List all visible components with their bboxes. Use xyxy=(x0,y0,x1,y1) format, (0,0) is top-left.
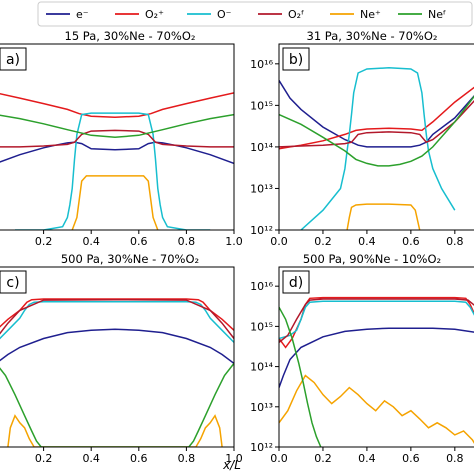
panels: 0.2 0.4 0.6 0.8 1.0 15 Pa, 30%Ne - 70%O₂ a) 0.0… xyxy=(0,29,474,465)
x-tick-label: 0.6 xyxy=(130,452,148,465)
y-tick-label: 10¹⁶ xyxy=(250,58,273,71)
series-line-Ne⁺ xyxy=(71,175,159,230)
x-tick-label: 0.4 xyxy=(82,452,100,465)
y-tick-label: 10¹⁶ xyxy=(250,280,273,293)
panel-title: 31 Pa, 30%Ne - 70%O₂ xyxy=(307,29,438,43)
panel-c: 0.2 0.4 0.6 0.8 1.0 500 Pa, 30%Ne - 70%O₂ c) xyxy=(0,252,243,465)
y-tick-label: 10¹⁵ xyxy=(250,320,273,333)
x-tick-label: 0.8 xyxy=(446,452,464,465)
legend-entry: e⁻ xyxy=(76,8,89,21)
series-line-Ne⁺ xyxy=(7,414,223,447)
series-line-Neᶠ xyxy=(0,113,234,139)
panel-label-box xyxy=(282,270,310,294)
x-tick-label: 1.0 xyxy=(225,452,243,465)
y-tick-label: 10¹² xyxy=(250,224,273,237)
x-tick-label: 0.0 xyxy=(270,452,288,465)
panel-label: c) xyxy=(6,275,19,291)
x-tick-label: 0.2 xyxy=(314,235,332,248)
legend-entry: O₂ᶠ xyxy=(288,8,304,21)
panel-frame xyxy=(0,266,235,448)
x-tick-label: 0.4 xyxy=(358,452,376,465)
y-tick-label: 10¹⁴ xyxy=(250,141,273,154)
series-line-O₂ᶠ xyxy=(0,129,234,148)
panel-title: 15 Pa, 30%Ne - 70%O₂ xyxy=(65,29,196,43)
series-group xyxy=(279,296,474,447)
panel-label-box xyxy=(282,47,310,71)
panel-frame xyxy=(278,43,474,231)
series-line-Neᶠ xyxy=(279,306,322,447)
legend-entry: O₂⁺ xyxy=(145,8,164,21)
y-tick-label: 10¹³ xyxy=(250,182,273,195)
x-tick-label: 0.4 xyxy=(82,235,100,248)
y-tick-label: 10¹⁴ xyxy=(250,361,273,374)
y-tick-label: 10¹² xyxy=(250,441,273,454)
x-tick-label: 0.2 xyxy=(35,235,53,248)
panel-label-box xyxy=(0,47,27,71)
legend-entry: Ne⁺ xyxy=(360,8,381,21)
series-line-O₂ᶠ xyxy=(279,100,474,148)
series-line-O⁻ xyxy=(279,300,474,340)
x-tick-label: 0.2 xyxy=(314,452,332,465)
series-line-O⁻ xyxy=(300,67,456,230)
legend-entry: Neᶠ xyxy=(428,8,446,21)
x-tick-label: 0.4 xyxy=(358,235,376,248)
series-group xyxy=(0,92,234,230)
panel-d: 0.0 0.2 0.4 0.6 0.8 10¹² 10¹³ 10¹⁴ 10¹⁵ 10¹⁶ 500 P… xyxy=(250,252,474,465)
panel-b: 0.0 0.2 0.4 0.6 0.8 10¹² 10¹³ 10¹⁴ 10¹⁵ 10¹⁶ 31 Pa… xyxy=(250,29,474,248)
series-line-e⁻ xyxy=(279,80,474,148)
series-line-Ne⁺ xyxy=(346,203,421,230)
panel-label: b) xyxy=(289,52,303,68)
legend-frame xyxy=(37,1,473,27)
panel-label: d) xyxy=(289,275,303,291)
x-tick-label: 0.2 xyxy=(35,452,53,465)
series-line-e⁻ xyxy=(0,141,234,165)
x-tick-label: 0.6 xyxy=(402,452,420,465)
series-line-O₂ᶠ xyxy=(0,298,234,339)
x-tick-label: 0.8 xyxy=(178,452,196,465)
series-group xyxy=(0,298,234,447)
panel-frame xyxy=(278,266,474,448)
x-tick-label: 0.6 xyxy=(402,235,420,248)
x-tick-label: 1.0 xyxy=(225,235,243,248)
x-tick-label: 0.6 xyxy=(130,235,148,248)
series-line-Neᶠ xyxy=(279,95,474,167)
series-line-O₂ᶠ xyxy=(279,298,474,343)
y-tick-label: 10¹⁵ xyxy=(250,99,273,112)
x-tick-label: 0.0 xyxy=(270,235,288,248)
series-line-O⁻ xyxy=(15,112,211,230)
x-tick-label: 0.8 xyxy=(178,235,196,248)
series-line-O⁻ xyxy=(0,301,234,343)
series-line-e⁻ xyxy=(0,328,234,365)
panel-label: a) xyxy=(6,52,20,68)
series-line-e⁻ xyxy=(279,327,474,388)
series-line-O₂⁺ xyxy=(0,92,234,118)
panel-label-box xyxy=(0,270,27,294)
y-tick-label: 10¹³ xyxy=(250,401,273,414)
panel-title: 500 Pa, 30%Ne - 70%O₂ xyxy=(61,252,199,266)
series-line-Ne⁺ xyxy=(279,374,474,444)
series-line-Neᶠ xyxy=(0,362,234,447)
panel-title: 500 Pa, 90%Ne - 10%O₂ xyxy=(303,252,441,266)
panel-a: 0.2 0.4 0.6 0.8 1.0 15 Pa, 30%Ne - 70%O₂ a) xyxy=(0,29,243,248)
x-tick-label: 0.8 xyxy=(446,235,464,248)
panel-frame xyxy=(0,43,235,231)
legend-entry: O⁻ xyxy=(217,8,232,21)
series-group xyxy=(279,67,474,230)
legend: e⁻ O₂⁺ O⁻ O₂ᶠ Ne⁺ Neᶠ xyxy=(37,1,473,27)
x-axis-label: x/L xyxy=(222,458,241,472)
series-line-O₂⁺ xyxy=(279,86,474,150)
